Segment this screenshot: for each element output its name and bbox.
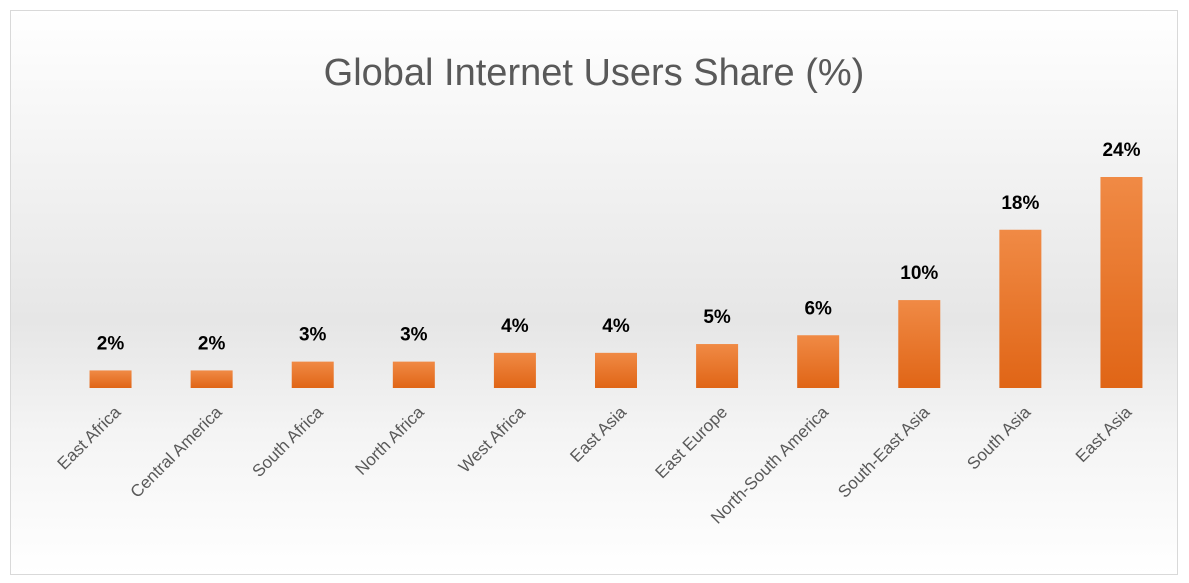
bar (291, 361, 334, 388)
bar (493, 352, 536, 388)
bar (999, 229, 1042, 388)
data-label: 2% (97, 333, 125, 354)
bar (696, 344, 739, 388)
bar (595, 352, 637, 388)
data-label: 24% (1102, 140, 1140, 161)
bar (898, 300, 941, 388)
bar (89, 370, 132, 388)
data-label: 6% (804, 298, 832, 319)
chart-title: Global Internet Users Share (%) (324, 52, 865, 94)
bar (1100, 177, 1143, 388)
data-label: 5% (703, 307, 731, 328)
data-label: 4% (602, 316, 630, 337)
chart-frame (10, 10, 1178, 575)
data-label: 3% (299, 325, 327, 346)
data-label: 2% (198, 333, 226, 354)
bar (190, 370, 233, 388)
data-label: 10% (900, 263, 938, 284)
data-label: 18% (1001, 193, 1039, 214)
bar (797, 335, 840, 388)
bar (392, 361, 435, 388)
data-label: 4% (501, 316, 529, 337)
data-label: 3% (400, 325, 428, 346)
